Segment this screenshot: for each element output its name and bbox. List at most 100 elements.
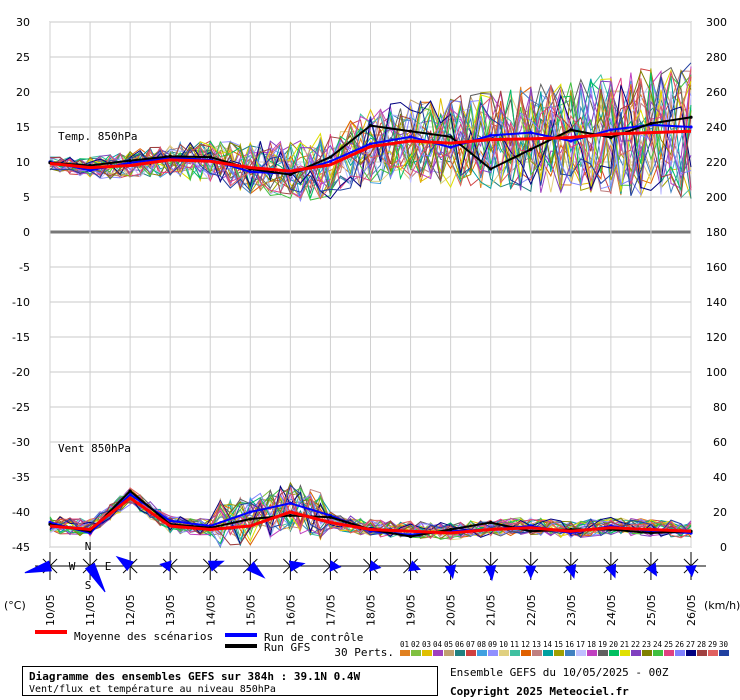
wind-rose-spoke bbox=[282, 558, 291, 567]
legend-pert-number: 10 bbox=[499, 640, 509, 649]
temp-point bbox=[649, 121, 653, 126]
x-tick-label: 23/05 bbox=[565, 594, 578, 626]
legend-pert-number: 22 bbox=[631, 640, 640, 649]
x-tick-label: 12/05 bbox=[124, 594, 137, 626]
y-tick-right: 200 bbox=[706, 191, 727, 204]
wind-rose-spoke bbox=[643, 558, 652, 567]
legend-swatch-gfs bbox=[225, 644, 257, 648]
legend-mean-label: Moyenne des scénarios bbox=[74, 630, 213, 643]
legend-pert-swatch bbox=[543, 650, 553, 656]
legend-pert-number: 25 bbox=[664, 640, 673, 649]
wind-series-line-mean bbox=[49, 496, 692, 535]
legend-pert-swatch bbox=[521, 650, 531, 656]
legend-pert-number: 27 bbox=[686, 640, 695, 649]
wind-rose-spoke bbox=[490, 558, 499, 567]
wind-rose-spoke bbox=[530, 558, 539, 567]
temp-point bbox=[529, 147, 533, 151]
x-tick-label: 21/05 bbox=[485, 594, 498, 626]
legend-pert-number: 16 bbox=[565, 640, 575, 649]
legend-pert-swatch bbox=[620, 650, 630, 656]
legend-pert-number: 17 bbox=[576, 640, 585, 649]
wind-rose-spoke bbox=[202, 565, 211, 574]
temp-point bbox=[689, 125, 693, 129]
y-tick-right: 120 bbox=[706, 331, 727, 344]
wind-rose-spoke bbox=[49, 565, 58, 574]
legend-gfs-label: Run GFS bbox=[264, 641, 310, 654]
wind-rose-spoke bbox=[443, 558, 451, 567]
x-tick-label: 19/05 bbox=[405, 594, 418, 626]
legend-pert-swatch bbox=[653, 650, 663, 656]
y-tick-right: 280 bbox=[706, 51, 727, 64]
temp-panel-label: Temp. 850hPa bbox=[58, 130, 137, 143]
wind-rose-spoke bbox=[82, 558, 91, 567]
x-tick-label: 13/05 bbox=[164, 594, 177, 626]
wind-rose-petal bbox=[685, 564, 697, 578]
wind-rose-petal bbox=[207, 560, 225, 572]
temp-point bbox=[128, 159, 132, 163]
compass-e: E bbox=[105, 560, 112, 573]
wind-rose-petal bbox=[115, 555, 134, 571]
x-tick-label: 17/05 bbox=[324, 594, 337, 626]
wind-point bbox=[128, 489, 132, 493]
wind-rose-petal bbox=[525, 565, 537, 580]
y-tick-right: 40 bbox=[713, 471, 727, 484]
x-tick-label: 15/05 bbox=[244, 594, 257, 626]
legend-pert-swatch bbox=[433, 650, 443, 656]
legend-pert-number: 14 bbox=[543, 640, 553, 649]
wind-point bbox=[408, 534, 413, 539]
y-tick-right: 0 bbox=[720, 541, 727, 554]
wind-rose-petal bbox=[645, 562, 658, 577]
legend-pert-swatch bbox=[477, 650, 487, 656]
wind-rose-spoke bbox=[363, 565, 371, 574]
temp-point bbox=[449, 135, 453, 139]
temp-point bbox=[288, 173, 292, 177]
wind-rose-petal bbox=[484, 565, 497, 582]
x-tick-label: 26/05 bbox=[685, 594, 698, 626]
temp-point bbox=[569, 128, 573, 132]
temp-point bbox=[609, 128, 613, 132]
legend-pert-swatch bbox=[609, 650, 619, 656]
legend-pert-swatch bbox=[466, 650, 476, 656]
temp-point bbox=[328, 155, 333, 159]
temp-point bbox=[489, 133, 493, 137]
legend-pert-swatch bbox=[587, 650, 597, 656]
y-tick-left: -25 bbox=[12, 401, 30, 414]
legend-pert-swatch bbox=[664, 650, 674, 656]
wind-point bbox=[288, 501, 292, 505]
legend-pert-number: 02 bbox=[411, 640, 420, 649]
legend-pert-number: 12 bbox=[521, 640, 530, 649]
legend-pert-swatch bbox=[686, 650, 696, 656]
wind-rose-spoke bbox=[563, 558, 572, 567]
wind-rose-petal bbox=[84, 562, 106, 593]
wind-rose-petal bbox=[408, 560, 422, 572]
temp-point bbox=[449, 145, 453, 149]
y-tick-left: 25 bbox=[16, 51, 30, 64]
temp-point bbox=[529, 131, 533, 135]
legend-pert-swatch bbox=[565, 650, 575, 656]
legend-pert-number: 01 bbox=[400, 640, 409, 649]
y-tick-left: -30 bbox=[12, 436, 30, 449]
legend-pert-swatch bbox=[400, 650, 410, 656]
wind-rose-spoke bbox=[483, 558, 492, 567]
temp-point bbox=[408, 135, 413, 139]
legend-swatch-control bbox=[225, 633, 257, 637]
temp-point bbox=[569, 139, 573, 143]
legend-perts-label: 30 Perts. bbox=[334, 646, 394, 659]
wind-point bbox=[288, 513, 292, 518]
wind-rose-spoke bbox=[323, 565, 331, 574]
y-tick-left: 0 bbox=[23, 226, 30, 239]
wind-rose-petal bbox=[605, 563, 617, 579]
legend-pert-number: 26 bbox=[675, 640, 685, 649]
temp-perturbation-line bbox=[49, 70, 692, 193]
temp-point bbox=[328, 159, 333, 163]
temp-perturbation-line bbox=[49, 79, 692, 199]
legend-pert-number: 18 bbox=[587, 640, 597, 649]
legend-pert-number: 21 bbox=[620, 640, 629, 649]
legend-pert-number: 03 bbox=[422, 640, 431, 649]
legend-pert-number: 15 bbox=[554, 640, 563, 649]
y-tick-left: 5 bbox=[23, 191, 30, 204]
run-label: Ensemble GEFS du 10/05/2025 - 00Z bbox=[450, 666, 669, 679]
legend-pert-swatch bbox=[455, 650, 465, 656]
compass-w: W bbox=[69, 560, 76, 573]
temp-point bbox=[248, 170, 252, 174]
